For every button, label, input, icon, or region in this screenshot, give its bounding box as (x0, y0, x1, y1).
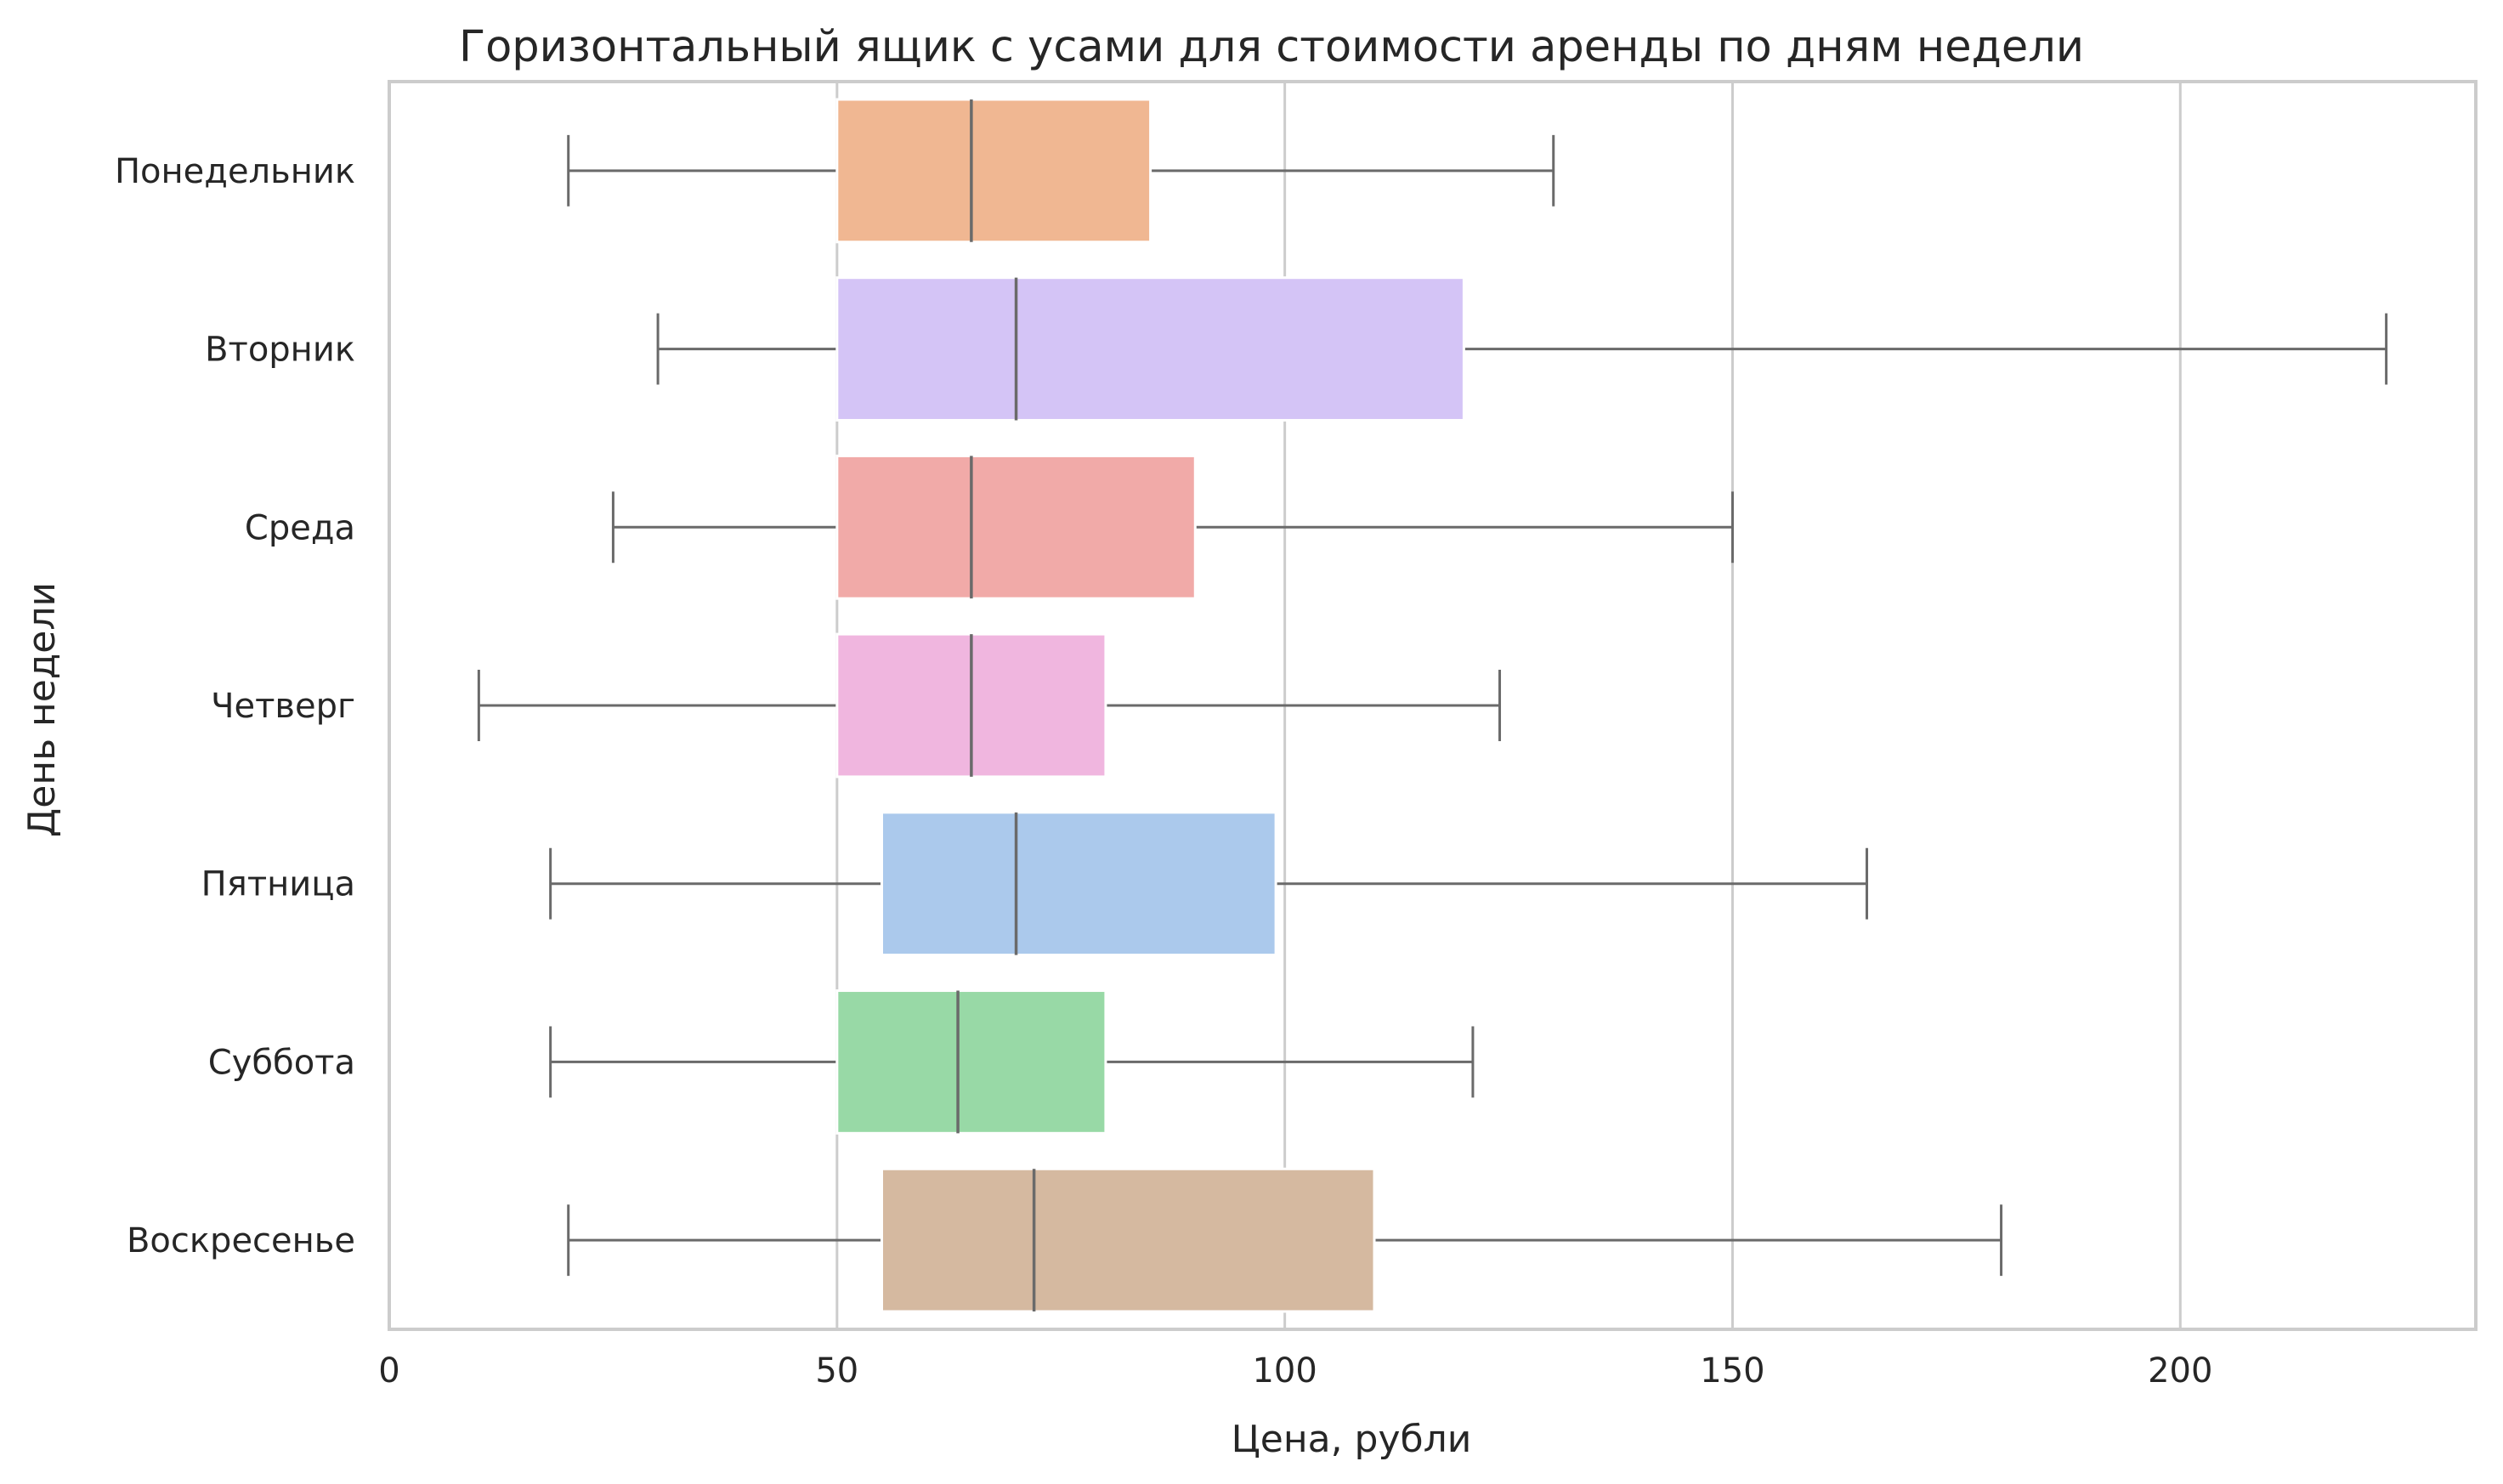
x-axis-label: Цена, рубли (1232, 1418, 1472, 1461)
box-group (549, 811, 1869, 957)
x-tick-label: 200 (2148, 1351, 2212, 1391)
box-iqr (881, 811, 1277, 957)
box-group (477, 632, 1502, 779)
x-tick-labels: 0 50 100 150 200 (378, 1351, 2212, 1391)
y-tick-label: Суббота (208, 1043, 355, 1082)
y-tick-label: Четверг (211, 687, 355, 726)
y-tick-label: Вторник (205, 331, 355, 370)
box-group (611, 454, 1734, 600)
box-group (567, 98, 1555, 244)
box-iqr (835, 454, 1197, 600)
box-group (549, 989, 1475, 1135)
y-tick-label: Среда (245, 508, 355, 547)
box-iqr (835, 989, 1107, 1135)
chart-title: Горизонтальный ящик с усами для стоимост… (459, 22, 2084, 72)
y-tick-label: Понедельник (115, 152, 355, 191)
box-group (567, 1167, 2003, 1313)
y-tick-label: Воскресенье (127, 1221, 355, 1260)
plot-frame (388, 80, 2478, 1331)
y-tick-labels: Понедельник Вторник Среда Четверг Пятница Суб… (115, 152, 355, 1260)
box-iqr (835, 276, 1465, 422)
x-tick-label: 0 (378, 1351, 399, 1391)
x-tick-label: 50 (815, 1351, 858, 1391)
x-tick-label: 150 (1700, 1351, 1764, 1391)
box-iqr (881, 1167, 1376, 1313)
y-axis-label: День недели (20, 582, 64, 837)
boxes (477, 98, 2388, 1313)
box-iqr (835, 98, 1152, 244)
y-tick-label: Пятница (201, 865, 355, 904)
x-tick-label: 100 (1252, 1351, 1317, 1391)
box-group (656, 276, 2388, 422)
